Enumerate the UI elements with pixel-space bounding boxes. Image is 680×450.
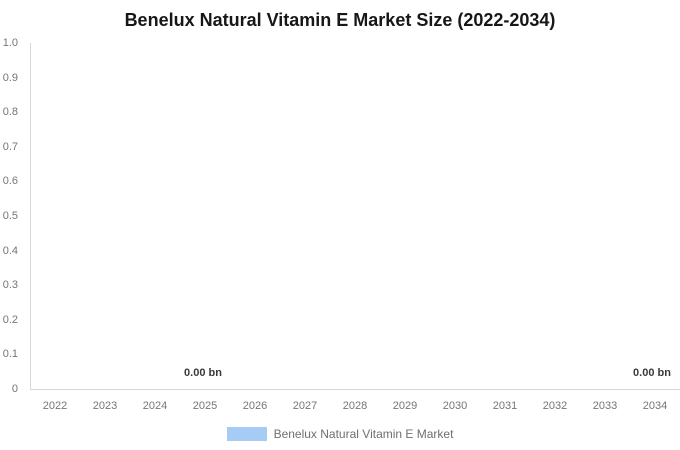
x-tick-label: 2028 <box>330 400 380 413</box>
y-tick-label: 0.9 <box>0 71 18 85</box>
y-tick-label: 0.4 <box>0 244 18 258</box>
y-tick-label: 0 <box>0 382 18 396</box>
y-tick-label: 1.0 <box>0 36 18 50</box>
x-tick-label: 2031 <box>480 400 530 413</box>
chart-title: Benelux Natural Vitamin E Market Size (2… <box>0 10 680 31</box>
y-tick-label: 0.3 <box>0 278 18 292</box>
x-tick-label: 2034 <box>630 400 680 413</box>
x-tick-label: 2030 <box>430 400 480 413</box>
y-tick-label: 0.6 <box>0 174 18 188</box>
legend-label: Benelux Natural Vitamin E Market <box>274 426 454 442</box>
x-tick-label: 2023 <box>80 400 130 413</box>
x-tick-label: 2029 <box>380 400 430 413</box>
x-tick-label: 2027 <box>280 400 330 413</box>
y-tick-label: 0.2 <box>0 313 18 327</box>
x-tick-label: 2026 <box>230 400 280 413</box>
x-tick-label: 2024 <box>130 400 180 413</box>
y-tick-label: 0.1 <box>0 347 18 361</box>
legend-item-benelux-natural-vitamin-e-market[interactable]: Benelux Natural Vitamin E Market <box>227 426 454 442</box>
data-label-2025: 0.00 bn <box>158 366 248 380</box>
x-tick-label: 2033 <box>580 400 630 413</box>
x-tick-label: 2032 <box>530 400 580 413</box>
y-axis-line <box>30 43 31 389</box>
x-tick-label: 2025 <box>180 400 230 413</box>
x-axis-line <box>30 389 680 390</box>
y-tick-label: 0.7 <box>0 140 18 154</box>
chart: Benelux Natural Vitamin E Market Size (2… <box>0 0 680 450</box>
y-tick-label: 0.5 <box>0 209 18 223</box>
data-label-2034: 0.00 bn <box>607 366 680 380</box>
x-tick-label: 2022 <box>30 400 80 413</box>
y-tick-label: 0.8 <box>0 105 18 119</box>
legend: Benelux Natural Vitamin E Market <box>0 425 680 443</box>
legend-swatch-icon <box>227 427 267 441</box>
